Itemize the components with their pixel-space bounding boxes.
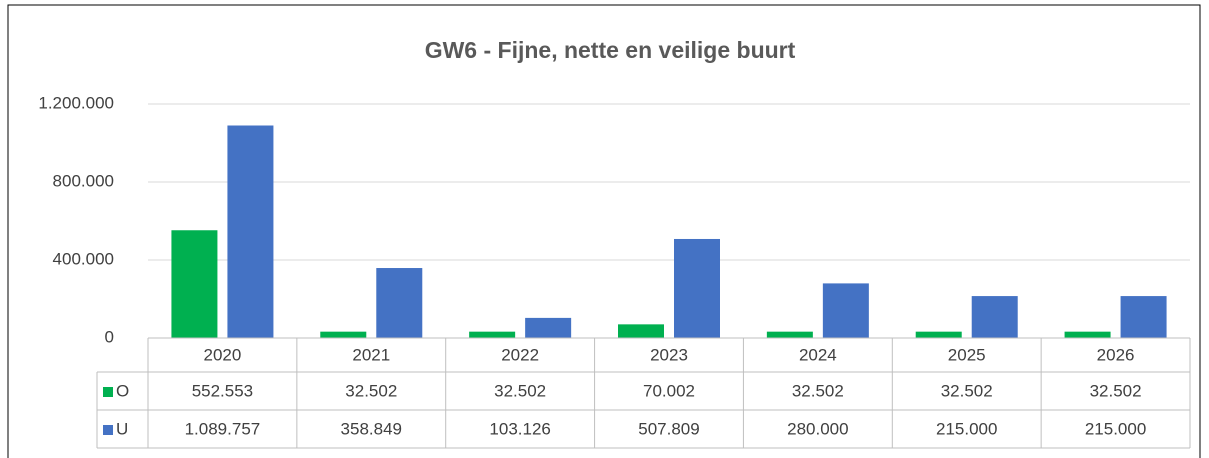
bar — [320, 331, 367, 338]
legend-label: U — [116, 419, 128, 438]
bar — [766, 331, 813, 338]
x-tick-label: 2025 — [948, 345, 986, 364]
table-value: 215.000 — [936, 419, 997, 438]
bar — [171, 230, 218, 338]
table-value: 70.002 — [643, 381, 695, 400]
bar — [915, 331, 962, 338]
y-tick-label: 800.000 — [53, 171, 114, 190]
table-value: 32.502 — [345, 381, 397, 400]
legend-label: O — [116, 381, 129, 400]
legend-swatch — [103, 387, 113, 397]
x-tick-label: 2020 — [204, 345, 242, 364]
table-value: 32.502 — [941, 381, 993, 400]
y-tick-label: 400.000 — [53, 249, 114, 268]
x-tick-label: 2023 — [650, 345, 688, 364]
chart-title: GW6 - Fijne, nette en veilige buurt — [425, 37, 796, 63]
table-value: 32.502 — [792, 381, 844, 400]
bar — [525, 317, 572, 338]
table-value: 1.089.757 — [185, 419, 261, 438]
legend-swatch — [103, 425, 113, 435]
table-value: 32.502 — [494, 381, 546, 400]
table-value: 32.502 — [1090, 381, 1142, 400]
bar — [1120, 296, 1167, 338]
bar — [618, 324, 664, 338]
bar — [674, 238, 720, 338]
bar — [971, 296, 1018, 338]
x-tick-label: 2021 — [352, 345, 390, 364]
table-value: 552.553 — [192, 381, 253, 400]
bar — [822, 283, 869, 338]
y-tick-label: 0 — [105, 327, 114, 346]
x-tick-label: 2024 — [799, 345, 837, 364]
table-value: 215.000 — [1085, 419, 1146, 438]
bar — [469, 331, 516, 338]
y-tick-label: 1.200.000 — [38, 93, 114, 112]
bar — [376, 268, 423, 338]
bar — [227, 125, 274, 339]
table-value: 358.849 — [341, 419, 402, 438]
table-value: 280.000 — [787, 419, 848, 438]
x-tick-label: 2026 — [1097, 345, 1135, 364]
table-value: 507.809 — [638, 419, 699, 438]
x-tick-label: 2022 — [501, 345, 539, 364]
bar — [1064, 331, 1111, 338]
table-value: 103.126 — [489, 419, 550, 438]
